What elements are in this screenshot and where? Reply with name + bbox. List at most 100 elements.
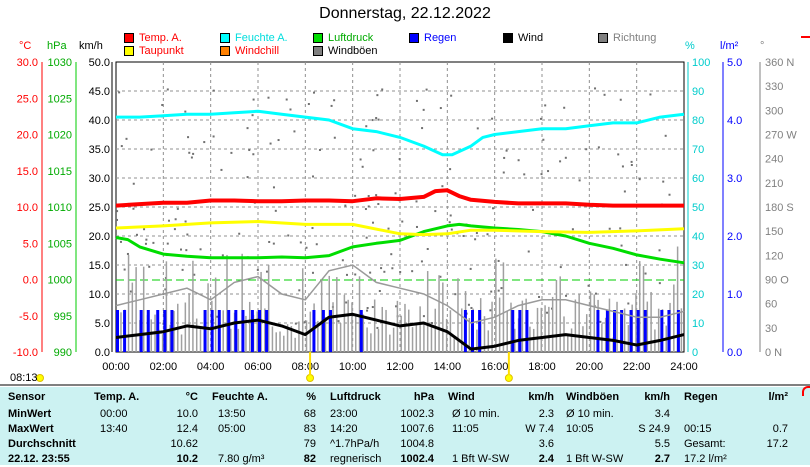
legend-label: Windböen <box>328 45 378 57</box>
direction-dot <box>230 151 233 154</box>
legend-swatch <box>409 33 419 43</box>
legend-swatch <box>313 33 323 43</box>
direction-dot <box>367 195 370 198</box>
direction-dot <box>441 185 444 188</box>
direction-dot <box>166 242 169 245</box>
series-lines <box>115 109 685 351</box>
humidity-tick-label: 0 <box>692 347 698 359</box>
x-tick-label: 08:00 <box>292 361 320 373</box>
timeline-time: 08:13 <box>10 372 38 384</box>
direction-dot <box>185 249 188 252</box>
temp-tick-label: 25.0 <box>17 93 38 105</box>
direction-dot <box>188 151 191 154</box>
direction-dot <box>274 209 277 212</box>
direction-dot <box>265 270 268 273</box>
temp-unit-label: °C <box>19 40 32 52</box>
direction-dot <box>187 136 190 139</box>
direction-dot <box>307 103 310 106</box>
direction-dot <box>630 164 633 167</box>
direction-dot <box>449 168 452 171</box>
sun-marker <box>36 374 44 382</box>
direction-dot <box>476 127 479 130</box>
stats-cell-gust-val: 3.4 <box>654 408 670 420</box>
direction-dot <box>378 289 381 292</box>
direction-dot <box>246 176 249 179</box>
rain-bar <box>329 310 332 352</box>
stats-cell-temp-time: 13:40 <box>100 423 128 435</box>
direction-dot <box>354 194 357 197</box>
direction-tick-label: 360 N <box>765 57 794 69</box>
stats-cell-temp-val: 12.4 <box>176 423 198 435</box>
x-tick-label: 12:00 <box>386 361 414 373</box>
direction-tick-label: 270 W <box>765 130 797 142</box>
direction-tick-label: 0 N <box>765 347 782 359</box>
direction-dot <box>425 88 428 91</box>
x-tick-label: 16:00 <box>481 361 509 373</box>
direction-dot <box>662 180 665 183</box>
x-tick-label: 10:00 <box>339 361 367 373</box>
stats-cell-hum-val: 83 <box>303 423 316 435</box>
direction-dot <box>380 267 383 270</box>
series-temp-a <box>115 188 684 208</box>
direction-tick-label: 150 <box>765 226 783 238</box>
direction-dot <box>594 87 597 90</box>
legend-swatch <box>598 33 608 43</box>
direction-dot <box>486 233 489 236</box>
rain-bar <box>613 310 616 352</box>
sun-marker <box>504 374 513 382</box>
direction-dot <box>415 225 418 228</box>
wind-unit-label: km/h <box>79 40 103 52</box>
direction-dot <box>318 149 321 152</box>
stats-cell-temp-val: 10.2 <box>176 453 198 465</box>
direction-dot <box>372 149 375 152</box>
direction-dot <box>621 165 624 168</box>
rain-bar <box>203 310 207 352</box>
stats-header-gust: Windböen <box>566 391 620 403</box>
stats-cell-hum-time: 13:50 <box>218 408 246 420</box>
humidity-tick-label: 60 <box>692 173 704 185</box>
direction-tick-label: 210 <box>765 178 783 190</box>
x-tick-label: 18:00 <box>528 361 556 373</box>
rain-tick-label: 3.0 <box>727 173 742 185</box>
direction-dot <box>285 98 288 101</box>
direction-dot <box>474 238 477 241</box>
direction-dot <box>299 241 302 244</box>
legend-label: Windchill <box>235 45 280 57</box>
wind-tick-label: 35.0 <box>89 144 110 156</box>
x-tick-label: 04:00 <box>197 361 225 373</box>
stats-cell-wind-time: Ø 10 min. <box>452 408 500 420</box>
rain-tick-label: 5.0 <box>727 57 742 69</box>
direction-dot <box>527 250 530 253</box>
stats-cell-wind-time: 1 Bft W-SW <box>452 453 510 465</box>
stats-cell-label: 22.12. 23:55 <box>8 453 70 465</box>
direction-dot <box>252 98 255 101</box>
direction-dot <box>630 160 633 163</box>
direction-dot <box>118 91 121 94</box>
direction-dot <box>252 153 255 156</box>
direction-dot <box>216 315 219 318</box>
direction-dot <box>143 228 146 231</box>
direction-dot <box>401 220 404 223</box>
direction-dot <box>119 240 122 243</box>
humidity-tick-label: 50 <box>692 202 704 214</box>
direction-dot <box>345 301 348 304</box>
direction-dot <box>369 271 372 274</box>
direction-dot <box>497 259 500 262</box>
rain-bar <box>234 310 238 352</box>
direction-dot <box>523 173 526 176</box>
x-tick-label: 14:00 <box>434 361 462 373</box>
direction-dot <box>148 265 151 268</box>
direction-dot <box>333 99 336 102</box>
direction-dot <box>173 228 176 231</box>
stats-header-wind: Wind <box>448 391 475 403</box>
direction-dot <box>372 221 375 224</box>
wind-tick-label: 50.0 <box>89 57 110 69</box>
direction-dot <box>167 219 170 222</box>
direction-dot <box>330 104 333 107</box>
stats-cell-temp-time: 00:00 <box>100 408 128 420</box>
axes: 30.025.020.015.010.05.00.0-5.0-10.010301… <box>0 57 810 386</box>
rain-tick-label: 1.0 <box>727 289 742 301</box>
stats-cell-label: MinWert <box>8 408 52 420</box>
direction-dot <box>462 234 465 237</box>
temp-tick-label: 5.0 <box>23 238 38 250</box>
